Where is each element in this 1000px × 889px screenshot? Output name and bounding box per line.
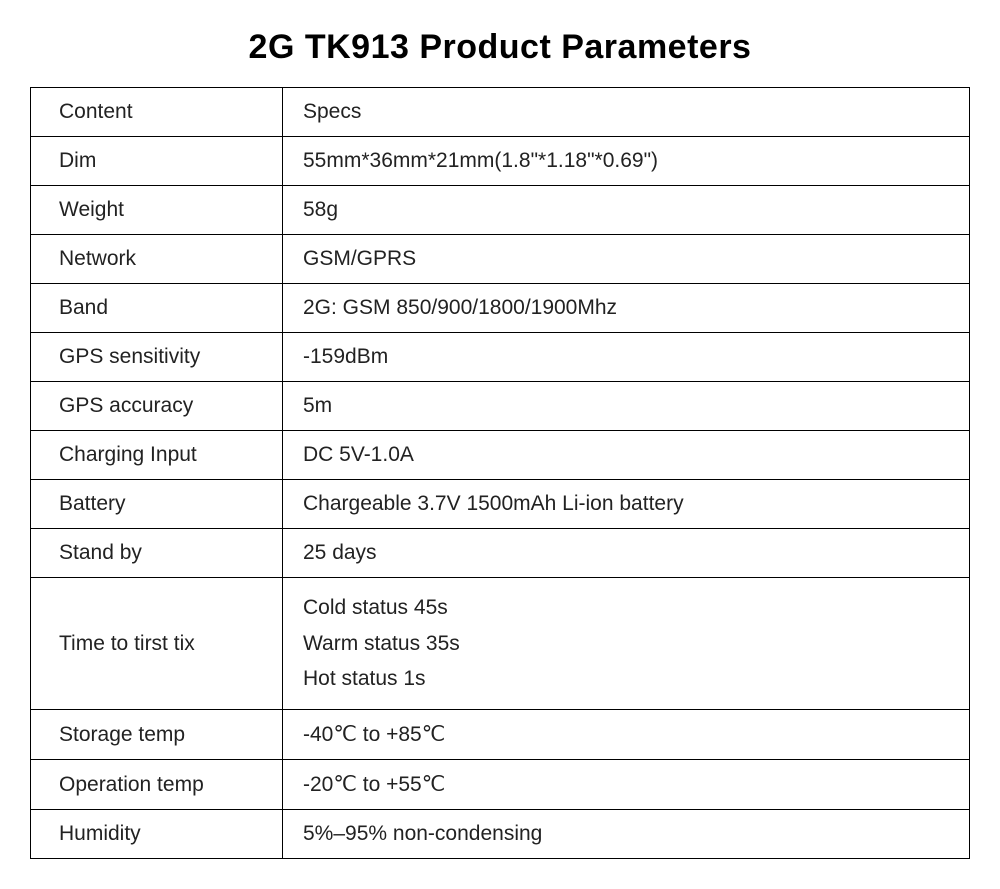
- spec-label: GPS accuracy: [31, 382, 283, 431]
- table-row: GPS sensitivity-159dBm: [31, 333, 970, 382]
- spec-value: Cold status 45sWarm status 35sHot status…: [283, 578, 970, 710]
- spec-value-line: Cold status 45s: [303, 590, 959, 626]
- spec-value-line: Hot status 1s: [303, 661, 959, 697]
- table-row: Operation temp-20℃ to +55℃: [31, 760, 970, 810]
- spec-value-line: Warm status 35s: [303, 626, 959, 662]
- table-row: Weight58g: [31, 186, 970, 235]
- spec-label: Network: [31, 235, 283, 284]
- table-row: Stand by25 days: [31, 529, 970, 578]
- spec-value: DC 5V-1.0A: [283, 431, 970, 480]
- table-row: GPS accuracy5m: [31, 382, 970, 431]
- table-row: BatteryChargeable 3.7V 1500mAh Li-ion ba…: [31, 480, 970, 529]
- spec-label: Dim: [31, 137, 283, 186]
- spec-value: 5%–95% non-condensing: [283, 810, 970, 859]
- spec-value: -20℃ to +55℃: [283, 760, 970, 810]
- spec-value: 25 days: [283, 529, 970, 578]
- spec-table-body: ContentSpecsDim55mm*36mm*21mm(1.8"*1.18"…: [31, 88, 970, 859]
- spec-label: Operation temp: [31, 760, 283, 810]
- table-row: Band2G: GSM 850/900/1800/1900Mhz: [31, 284, 970, 333]
- spec-value: Specs: [283, 88, 970, 137]
- table-row: Storage temp-40℃ to +85℃: [31, 710, 970, 760]
- spec-value: 58g: [283, 186, 970, 235]
- spec-value: GSM/GPRS: [283, 235, 970, 284]
- page-title: 2G TK913 Product Parameters: [30, 28, 970, 67]
- table-row: ContentSpecs: [31, 88, 970, 137]
- table-row: Charging InputDC 5V-1.0A: [31, 431, 970, 480]
- spec-value: -159dBm: [283, 333, 970, 382]
- spec-label: Stand by: [31, 529, 283, 578]
- spec-label: GPS sensitivity: [31, 333, 283, 382]
- spec-label: Weight: [31, 186, 283, 235]
- page: 2G TK913 Product Parameters ContentSpecs…: [0, 0, 1000, 889]
- spec-value: 55mm*36mm*21mm(1.8"*1.18"*0.69"): [283, 137, 970, 186]
- spec-label: Time to tirst tix: [31, 578, 283, 710]
- table-row: NetworkGSM/GPRS: [31, 235, 970, 284]
- spec-label: Storage temp: [31, 710, 283, 760]
- spec-value: 5m: [283, 382, 970, 431]
- spec-value: 2G: GSM 850/900/1800/1900Mhz: [283, 284, 970, 333]
- table-row: Time to tirst tixCold status 45sWarm sta…: [31, 578, 970, 710]
- table-row: Dim55mm*36mm*21mm(1.8"*1.18"*0.69"): [31, 137, 970, 186]
- spec-label: Humidity: [31, 810, 283, 859]
- spec-label: Content: [31, 88, 283, 137]
- spec-value: Chargeable 3.7V 1500mAh Li-ion battery: [283, 480, 970, 529]
- spec-value: -40℃ to +85℃: [283, 710, 970, 760]
- spec-table: ContentSpecsDim55mm*36mm*21mm(1.8"*1.18"…: [30, 87, 970, 859]
- spec-label: Charging Input: [31, 431, 283, 480]
- spec-label: Band: [31, 284, 283, 333]
- table-row: Humidity5%–95% non-condensing: [31, 810, 970, 859]
- spec-label: Battery: [31, 480, 283, 529]
